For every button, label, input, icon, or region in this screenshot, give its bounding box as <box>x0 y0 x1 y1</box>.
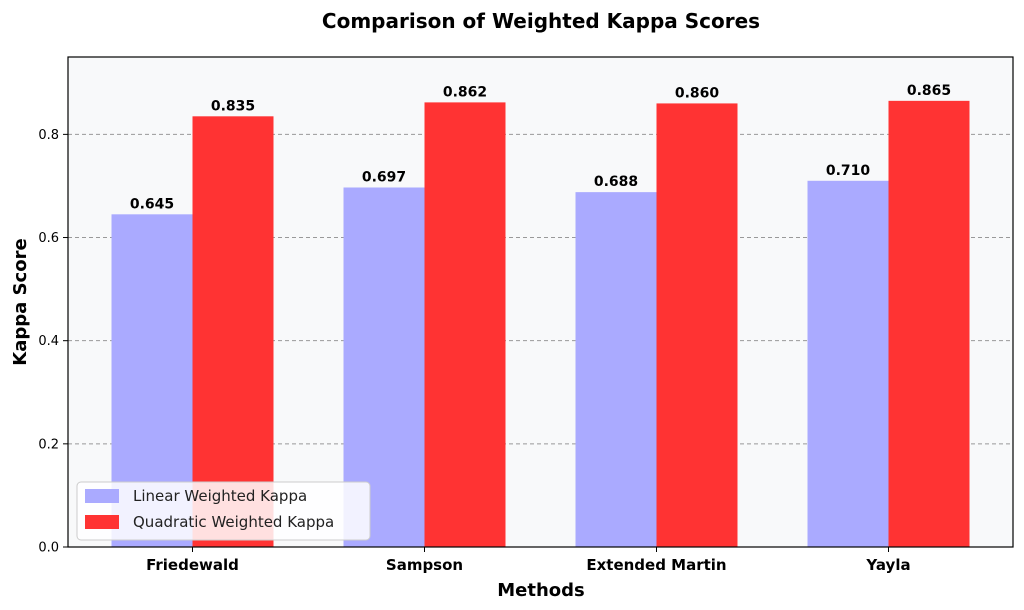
bar-quadratic <box>424 102 506 548</box>
x-tick-label: Yayla <box>865 556 910 574</box>
bar-value-label: 0.710 <box>826 163 871 179</box>
x-tick-label: Sampson <box>386 556 463 574</box>
bar-linear <box>575 192 657 547</box>
bar-value-label: 0.835 <box>211 98 255 114</box>
y-tick-label: 0.2 <box>38 437 59 452</box>
y-tick-label: 0.8 <box>38 128 59 143</box>
y-axis: 0.0 0.2 0.4 0.6 0.8 <box>38 128 68 556</box>
bars-layer: 0.645 0.835 0.697 0.862 0.688 0.860 0.710 0.865 <box>111 83 970 548</box>
bar-value-label: 0.697 <box>362 169 406 185</box>
x-tick-label: Friedewald <box>146 556 239 574</box>
x-axis-label: Methods <box>497 580 585 601</box>
legend: Linear Weighted Kappa Quadratic Weighted… <box>76 481 371 541</box>
bar-value-label: 0.688 <box>594 174 638 190</box>
bar-value-label: 0.645 <box>130 196 174 212</box>
y-tick-label: 0.0 <box>38 541 59 556</box>
bar-quadratic <box>656 103 738 547</box>
legend-label-quadratic: Quadratic Weighted Kappa <box>133 513 334 531</box>
bar-linear <box>807 180 889 547</box>
plot-frame <box>67 56 1014 548</box>
legend-label-linear: Linear Weighted Kappa <box>133 487 307 505</box>
bar-value-label: 0.865 <box>907 83 951 99</box>
bar-value-label: 0.862 <box>443 84 487 100</box>
bar-quadratic <box>192 116 274 547</box>
legend-swatch-quadratic <box>85 515 119 529</box>
bar-quadratic <box>888 100 970 547</box>
legend-swatch-linear <box>85 489 119 503</box>
y-tick-label: 0.6 <box>38 231 59 246</box>
x-tick-label: Extended Martin <box>586 556 726 574</box>
bar-value-label: 0.860 <box>675 85 720 101</box>
y-axis-label: Kappa Score <box>10 238 31 365</box>
chart-title: Comparison of Weighted Kappa Scores <box>322 9 760 33</box>
legend-box <box>76 481 371 541</box>
y-tick-label: 0.4 <box>38 334 59 349</box>
x-axis: Friedewald Sampson Extended Martin Yayla <box>146 547 911 574</box>
